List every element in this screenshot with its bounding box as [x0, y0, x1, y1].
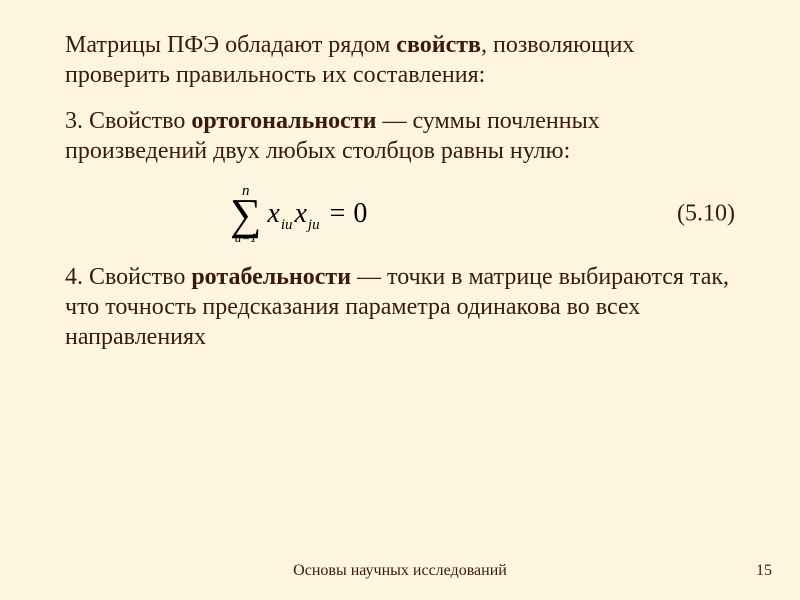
footer-text: Основы научных исследований — [0, 562, 800, 580]
title-bold: свойств — [396, 32, 481, 58]
property-3: 3. Свойство ортогональности — суммы почл… — [65, 106, 735, 166]
rhs: 0 — [353, 198, 367, 230]
equals: = — [330, 198, 346, 230]
page-number: 15 — [756, 562, 772, 580]
slide: Матрицы ПФЭ обладают рядом свойств, позв… — [0, 0, 800, 600]
p3-bold: ортогональности — [191, 108, 376, 134]
sigma-symbol: ∑ — [230, 197, 261, 232]
sub1: iu — [281, 217, 293, 234]
title-pre: Матрицы ПФЭ обладают рядом — [65, 32, 396, 58]
slide-title: Матрицы ПФЭ обладают рядом свойств, позв… — [65, 30, 735, 90]
sigma-block: n ∑ u=1 — [230, 184, 261, 244]
equation-number: (5.10) — [677, 201, 735, 228]
term-2: xju — [294, 198, 321, 230]
property-4: 4. Свойство ротабельности — точки в матр… — [65, 262, 735, 352]
x1: x — [267, 198, 279, 230]
formula-row: n ∑ u=1 xiu xju = 0 (5.10) — [65, 174, 735, 254]
sub2: ju — [308, 217, 320, 234]
p3-pre: 3. Свойство — [65, 108, 191, 134]
x2: x — [294, 198, 306, 230]
formula: n ∑ u=1 xiu xju = 0 — [230, 184, 367, 244]
p4-bold: ротабельности — [191, 264, 351, 290]
sigma-lower: u=1 — [235, 231, 257, 244]
term-1: xiu — [267, 198, 294, 230]
p4-pre: 4. Свойство — [65, 264, 191, 290]
